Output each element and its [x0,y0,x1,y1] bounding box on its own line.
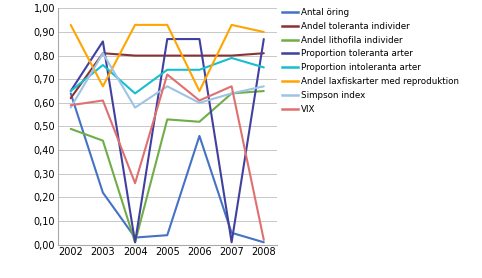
Andel toleranta individer [261,52,267,55]
Andel laxfiskarter med reproduktion [197,90,202,93]
Proportion intoleranta arter [229,56,235,60]
Andel lithofila individer [261,90,267,93]
Proportion intoleranta arter [100,63,106,67]
Andel toleranta individer [164,54,170,57]
Andel laxfiskarter med reproduktion [164,23,170,27]
Proportion toleranta arter [132,240,138,244]
Andel laxfiskarter med reproduktion [229,23,235,27]
Line: Andel laxfiskarter med reproduktion: Andel laxfiskarter med reproduktion [71,25,264,91]
Andel laxfiskarter med reproduktion [100,85,106,88]
Antal öring [197,134,202,138]
Proportion toleranta arter [164,38,170,41]
Andel lithofila individer [164,118,170,121]
Andel lithofila individer [132,240,138,244]
Andel lithofila individer [68,127,74,131]
Line: Simpson index: Simpson index [71,53,264,108]
Simpson index [164,85,170,88]
Andel lithofila individer [100,139,106,142]
Andel laxfiskarter med reproduktion [261,30,267,34]
VIX [261,238,267,242]
Simpson index [100,52,106,55]
VIX [164,73,170,76]
Andel toleranta individer [197,54,202,57]
Proportion toleranta arter [68,90,74,93]
VIX [197,99,202,102]
Proportion intoleranta arter [68,90,74,93]
Antal öring [68,92,74,95]
Line: Proportion toleranta arter: Proportion toleranta arter [71,39,264,242]
Proportion toleranta arter [261,38,267,41]
Proportion intoleranta arter [261,66,267,69]
Andel lithofila individer [229,92,235,95]
Proportion intoleranta arter [197,68,202,71]
VIX [132,182,138,185]
Line: Andel toleranta individer: Andel toleranta individer [71,53,264,98]
Antal öring [261,240,267,244]
VIX [68,104,74,107]
Proportion intoleranta arter [164,68,170,71]
Line: Proportion intoleranta arter: Proportion intoleranta arter [71,58,264,93]
Simpson index [68,106,74,109]
Proportion toleranta arter [100,40,106,43]
Antal öring [164,234,170,237]
Line: VIX: VIX [71,75,264,240]
Legend: Antal öring, Andel toleranta individer, Andel lithofila individer, Proportion to: Antal öring, Andel toleranta individer, … [282,8,459,114]
Proportion intoleranta arter [132,92,138,95]
Andel toleranta individer [132,54,138,57]
Andel lithofila individer [197,120,202,123]
Andel laxfiskarter med reproduktion [132,23,138,27]
Simpson index [261,85,267,88]
Simpson index [197,101,202,105]
Antal öring [132,236,138,239]
Antal öring [100,191,106,194]
Line: Antal öring: Antal öring [71,93,264,242]
Simpson index [229,92,235,95]
VIX [100,99,106,102]
Line: Andel lithofila individer: Andel lithofila individer [71,91,264,242]
Proportion toleranta arter [197,38,202,41]
Andel toleranta individer [68,96,74,100]
Andel toleranta individer [229,54,235,57]
Simpson index [132,106,138,109]
Antal öring [229,231,235,235]
VIX [229,85,235,88]
Proportion toleranta arter [229,240,235,244]
Andel toleranta individer [100,52,106,55]
Andel laxfiskarter med reproduktion [68,23,74,27]
